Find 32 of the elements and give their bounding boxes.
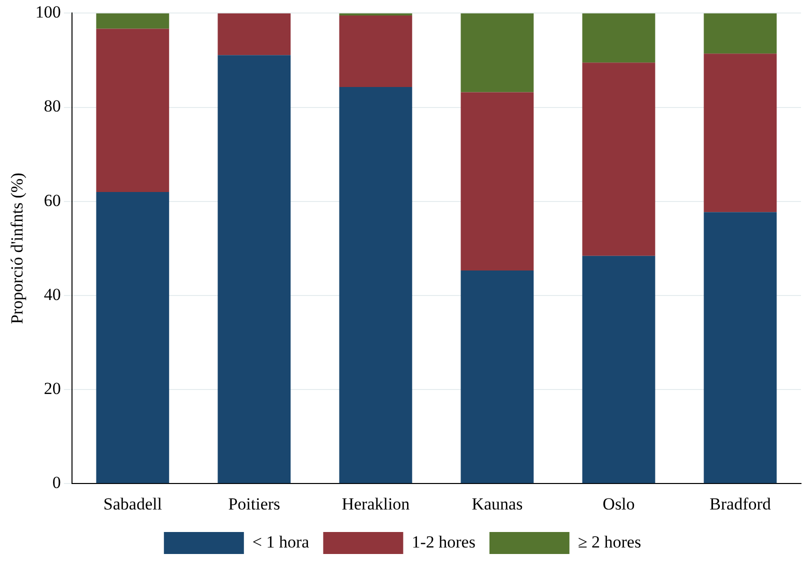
y-tick-label: 80 (44, 96, 61, 116)
legend-label: < 1 hora (252, 532, 310, 552)
bar (460, 270, 534, 484)
bar (96, 28, 170, 192)
x-tick-label: Heraklion (342, 494, 410, 514)
x-tick-label: Kaunas (472, 494, 523, 514)
y-tick-label: 20 (44, 378, 61, 398)
bar (96, 13, 170, 29)
bar (704, 212, 777, 484)
bar (96, 192, 170, 484)
bar (460, 92, 534, 271)
bar (582, 13, 656, 63)
y-tick-label: 60 (44, 190, 61, 210)
bar (582, 62, 656, 256)
bar (218, 55, 291, 484)
bar (339, 16, 412, 88)
x-tick-label: Bradford (710, 494, 772, 514)
bar (704, 54, 777, 212)
bar (339, 87, 412, 484)
y-tick-label: 0 (52, 473, 61, 492)
x-tick-label: Oslo (602, 494, 635, 514)
y-axis-title: Proporció d'infnts (%) (8, 172, 27, 324)
legend-label: 1-2 hores (412, 532, 476, 552)
bar (218, 13, 291, 56)
legend-label: ≥ 2 hores (578, 532, 642, 552)
y-tick-label: 40 (44, 284, 61, 304)
x-tick-label: Poitiers (228, 494, 280, 514)
bar (704, 13, 777, 54)
bar (460, 13, 534, 92)
bar (582, 256, 656, 484)
x-tick-label: Sabadell (103, 494, 162, 514)
y-tick-label: 100 (35, 2, 61, 22)
